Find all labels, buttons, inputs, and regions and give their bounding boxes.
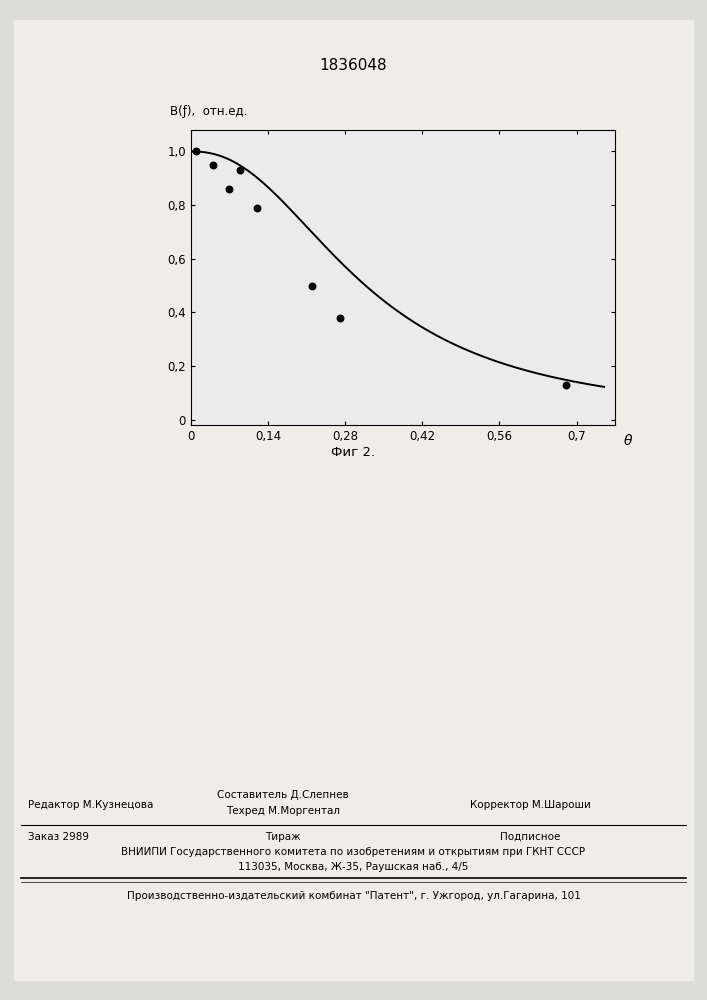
Text: Тираж: Тираж	[265, 832, 300, 842]
Text: Составитель Д.Слепнев: Составитель Д.Слепнев	[217, 790, 349, 800]
Text: θ: θ	[624, 434, 632, 448]
Point	[235, 162, 246, 178]
Text: 113035, Москва, Ж-35, Раушская наб., 4/5: 113035, Москва, Ж-35, Раушская наб., 4/5	[238, 862, 469, 872]
Text: Заказ 2989: Заказ 2989	[28, 832, 89, 842]
Point	[306, 278, 317, 294]
Text: Фиг 2.: Фиг 2.	[332, 446, 375, 458]
Text: B(ƒ),  отн.ед.: B(ƒ), отн.ед.	[170, 105, 247, 118]
Text: Корректор М.Шароши: Корректор М.Шароши	[470, 800, 590, 810]
Text: Редактор М.Кузнецова: Редактор М.Кузнецова	[28, 800, 153, 810]
Point	[207, 157, 218, 173]
Point	[224, 181, 235, 197]
Text: 1836048: 1836048	[320, 57, 387, 73]
Text: Подписное: Подписное	[500, 832, 561, 842]
Point	[191, 143, 202, 159]
Point	[560, 377, 571, 393]
Text: ВНИИПИ Государственного комитета по изобретениям и открытиям при ГКНТ СССР: ВНИИПИ Государственного комитета по изоб…	[122, 847, 585, 857]
Point	[252, 200, 263, 216]
Point	[334, 310, 345, 326]
Text: Техред М.Моргентал: Техред М.Моргентал	[226, 806, 340, 816]
Text: Производственно-издательский комбинат "Патент", г. Ужгород, ул.Гагарина, 101: Производственно-издательский комбинат "П…	[127, 891, 580, 901]
